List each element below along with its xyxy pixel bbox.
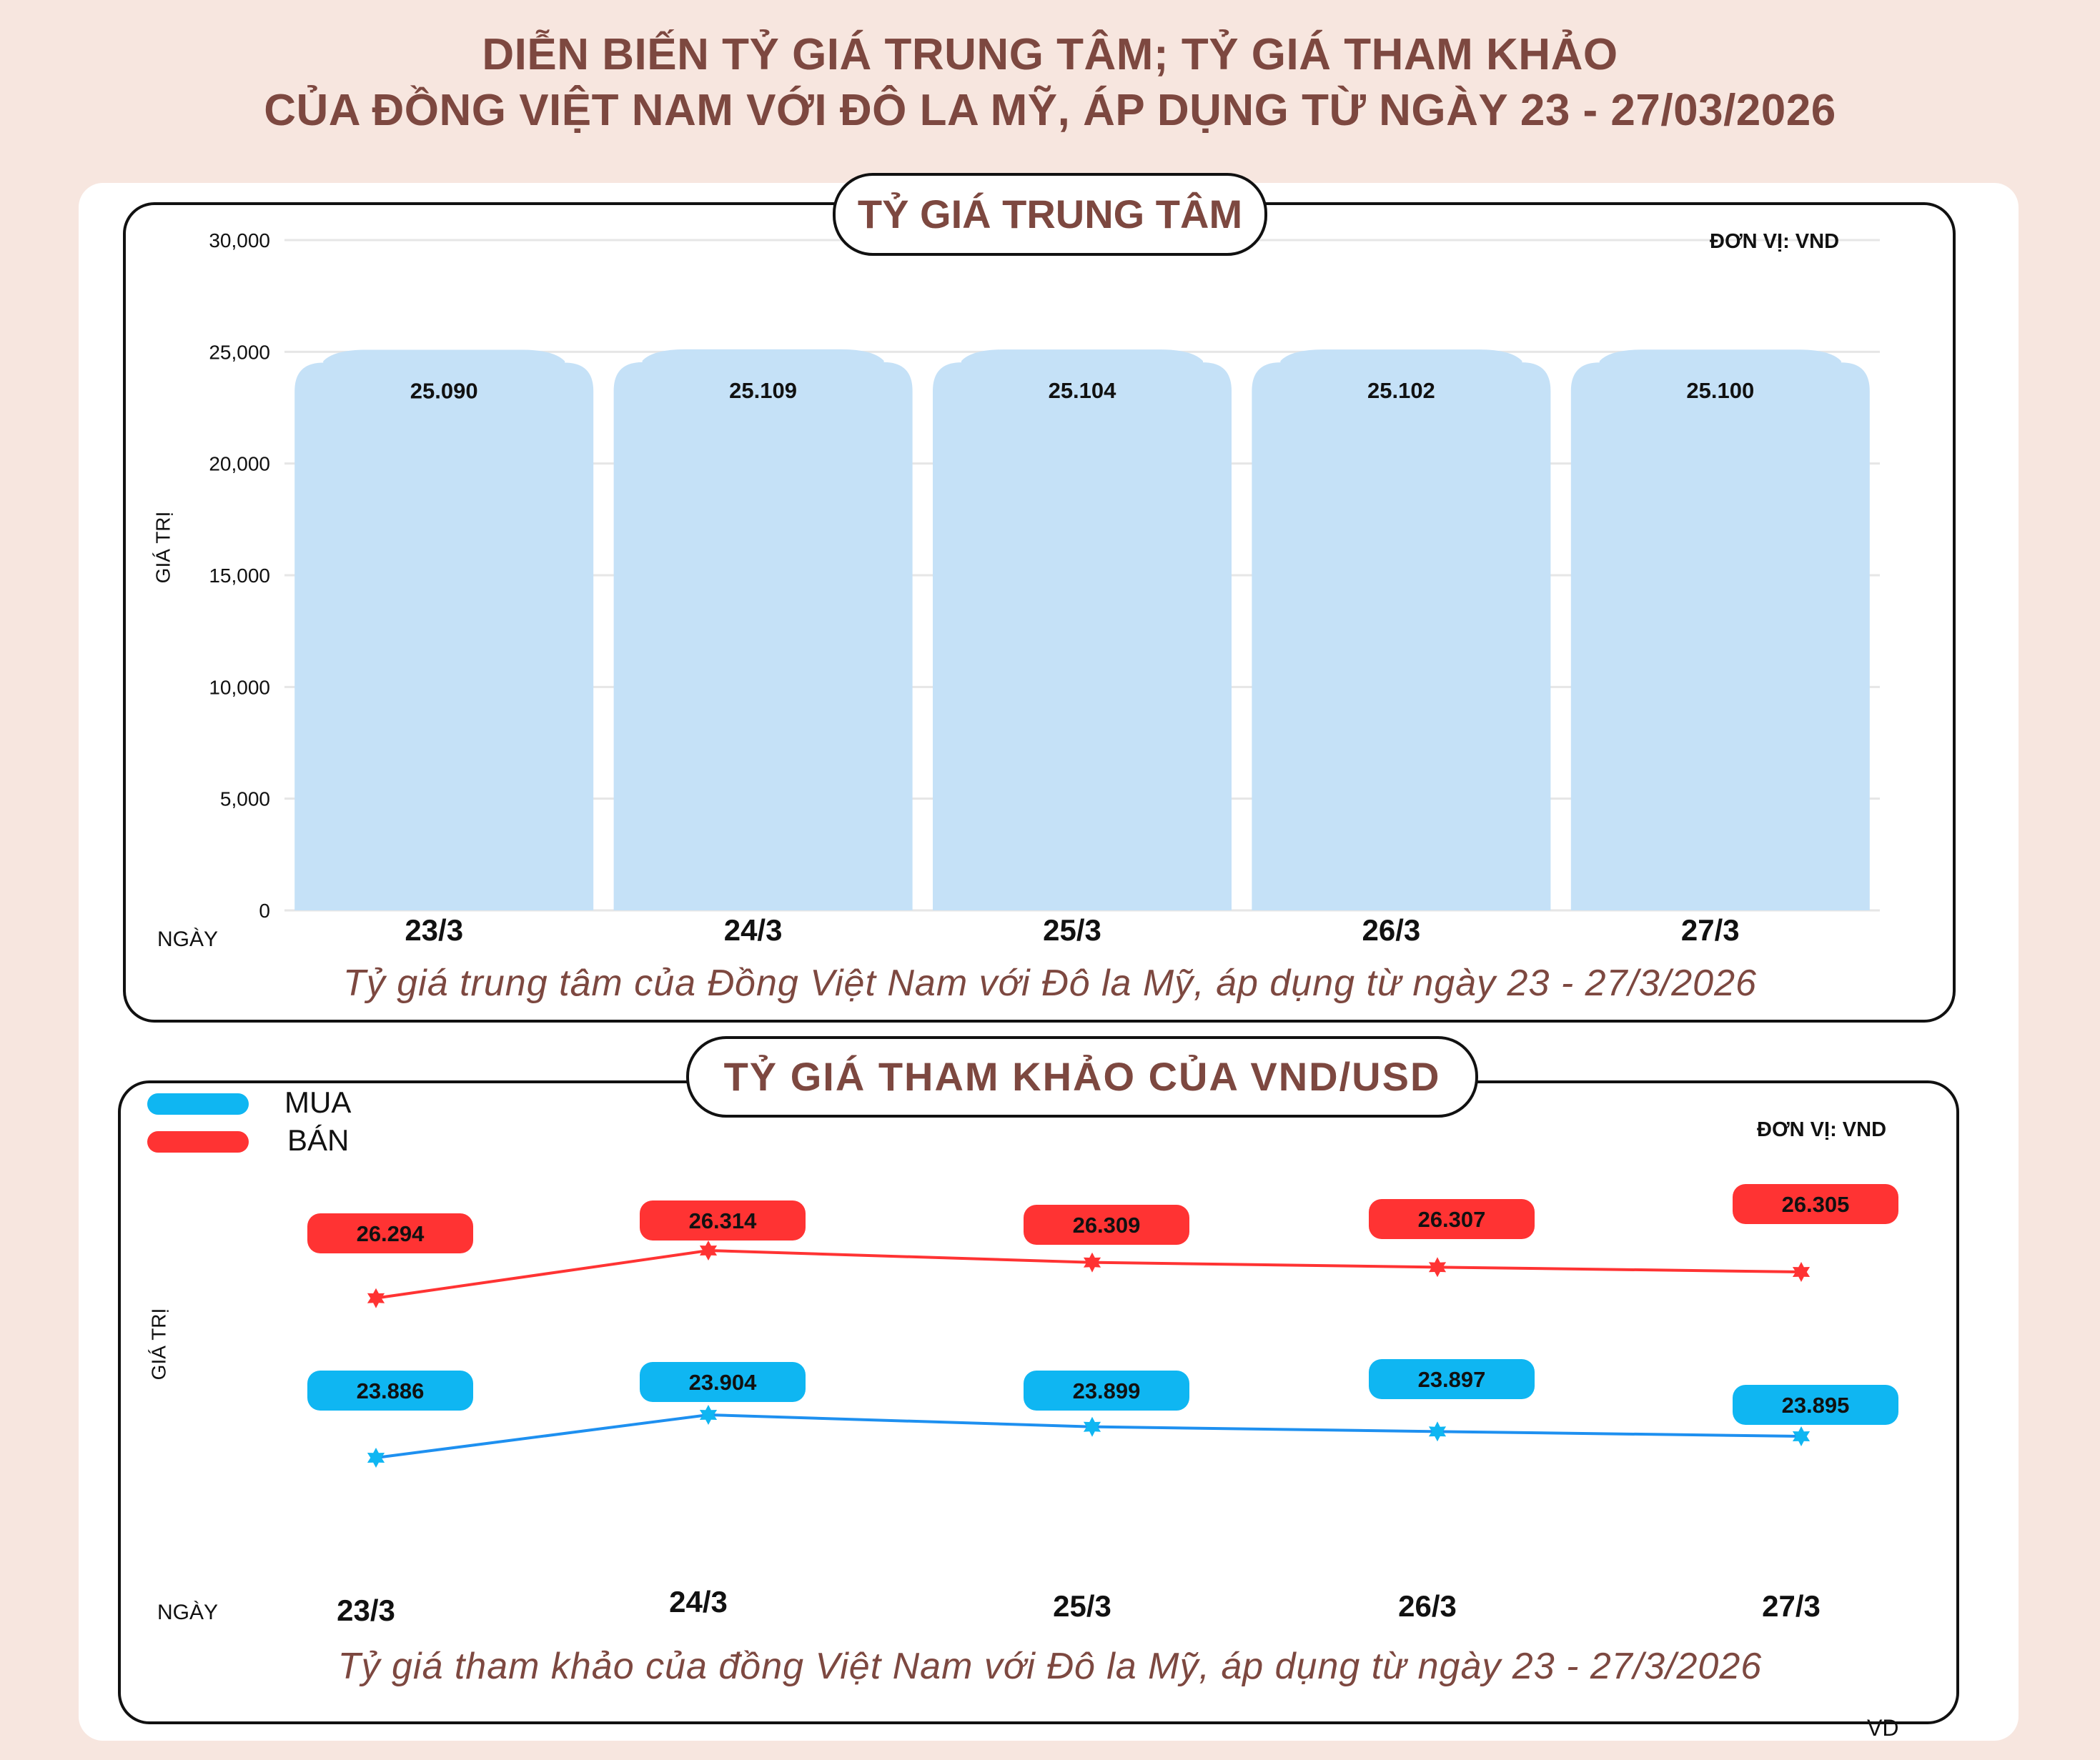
x-tick-label: 23/3 bbox=[337, 1594, 395, 1627]
value-badge-ban bbox=[1733, 1184, 1898, 1224]
reference-rate-title: TỶ GIÁ THAM KHẢO CỦA VND/USD bbox=[686, 1036, 1478, 1118]
y-tick-label: 0 bbox=[259, 900, 270, 922]
bar-value-label: 25.104 bbox=[1049, 378, 1117, 403]
value-badge-mua bbox=[640, 1362, 806, 1402]
data-point-ban bbox=[1428, 1257, 1447, 1278]
value-badge-mua bbox=[1369, 1359, 1535, 1399]
legend-swatch-mua bbox=[147, 1093, 249, 1115]
x-tick-label: 26/3 bbox=[1362, 913, 1421, 947]
main-title-line2: CỦA ĐỒNG VIỆT NAM VỚI ĐÔ LA MỸ, ÁP DỤNG … bbox=[264, 86, 1836, 135]
value-label-mua: 23.886 bbox=[357, 1378, 425, 1403]
bar-value-label: 25.102 bbox=[1367, 378, 1435, 403]
y-tick-label: 25,000 bbox=[209, 341, 270, 363]
reference-rate-x-axis-label: NGÀY bbox=[157, 1601, 219, 1624]
bar bbox=[933, 349, 1232, 910]
value-label-ban: 26.309 bbox=[1073, 1213, 1141, 1238]
value-badge-ban bbox=[1024, 1205, 1189, 1245]
line-series-mua bbox=[375, 1413, 1802, 1459]
value-badge-ban bbox=[1369, 1199, 1535, 1239]
y-tick-label: 20,000 bbox=[209, 453, 270, 475]
data-point-mua bbox=[699, 1405, 718, 1425]
legend-label-mua: MUA bbox=[284, 1085, 352, 1119]
value-label-mua: 23.897 bbox=[1418, 1367, 1486, 1392]
value-label-ban: 26.294 bbox=[357, 1221, 425, 1246]
data-point-ban bbox=[699, 1241, 718, 1261]
bar-value-label: 25.090 bbox=[410, 379, 478, 404]
data-point-ban bbox=[1083, 1252, 1101, 1273]
value-badge-mua bbox=[1733, 1385, 1898, 1425]
main-title-line1: DIỄN BIẾN TỶ GIÁ TRUNG TÂM; TỶ GIÁ THAM … bbox=[482, 30, 1618, 79]
value-label-mua: 23.895 bbox=[1782, 1393, 1850, 1418]
legend-label-ban: BÁN bbox=[287, 1123, 350, 1157]
data-point-mua bbox=[1083, 1416, 1101, 1437]
data-point-mua bbox=[367, 1448, 385, 1468]
value-label-ban: 26.307 bbox=[1418, 1207, 1486, 1232]
bar bbox=[613, 349, 913, 910]
x-tick-label: 26/3 bbox=[1398, 1589, 1457, 1623]
legend-swatch-ban bbox=[147, 1131, 249, 1153]
x-tick-label: 27/3 bbox=[1762, 1589, 1821, 1623]
value-badge-mua bbox=[1024, 1371, 1189, 1411]
value-badge-ban bbox=[640, 1200, 806, 1241]
x-tick-label: 27/3 bbox=[1681, 913, 1740, 947]
x-tick-label: 24/3 bbox=[724, 913, 783, 947]
value-label-ban: 26.305 bbox=[1782, 1192, 1850, 1217]
value-label-mua: 23.899 bbox=[1073, 1378, 1141, 1403]
watermark: VD bbox=[1867, 1715, 1899, 1741]
value-label-mua: 23.904 bbox=[689, 1370, 758, 1395]
data-point-mua bbox=[1792, 1426, 1811, 1446]
y-tick-label: 5,000 bbox=[220, 788, 270, 810]
x-tick-label: 24/3 bbox=[669, 1585, 728, 1619]
y-tick-label: 30,000 bbox=[209, 229, 270, 252]
central-rate-x-axis-label: NGÀY bbox=[157, 928, 219, 951]
y-tick-label: 15,000 bbox=[209, 565, 270, 587]
bar-value-label: 25.100 bbox=[1686, 378, 1754, 403]
value-badge-mua bbox=[307, 1371, 473, 1411]
bar bbox=[1570, 349, 1870, 910]
data-point-mua bbox=[1428, 1421, 1447, 1442]
reference-rate-unit: ĐƠN VỊ: VND bbox=[1757, 1118, 1887, 1141]
central-rate-unit: ĐƠN VỊ: VND bbox=[1710, 230, 1840, 253]
reference-rate-caption: Tỷ giá tham khảo của đồng Việt Nam với Đ… bbox=[337, 1646, 1763, 1687]
central-rate-caption: Tỷ giá trung tâm của Đồng Việt Nam với Đ… bbox=[343, 963, 1757, 1004]
value-badge-ban bbox=[307, 1213, 473, 1253]
main-title: DIỄN BIẾN TỶ GIÁ TRUNG TÂM; TỶ GIÁ THAM … bbox=[0, 27, 2100, 139]
central-rate-bar-chart: 0 5,000 10,000 15,000 20,000 25,000 30,000 25.0… bbox=[209, 229, 1880, 947]
x-tick-label: 23/3 bbox=[405, 913, 463, 947]
data-point-ban bbox=[1792, 1262, 1811, 1282]
x-tick-label: 25/3 bbox=[1043, 913, 1101, 947]
value-label-ban: 26.314 bbox=[689, 1208, 758, 1233]
bar bbox=[1252, 349, 1551, 910]
bar bbox=[294, 349, 594, 910]
central-rate-title: TỶ GIÁ TRUNG TÂM bbox=[833, 173, 1267, 256]
reference-rate-y-axis-label: GIÁ TRỊ bbox=[147, 1308, 170, 1381]
bar-value-label: 25.109 bbox=[729, 378, 797, 403]
x-tick-label: 25/3 bbox=[1053, 1589, 1111, 1623]
data-point-ban bbox=[367, 1288, 385, 1308]
y-tick-label: 10,000 bbox=[209, 676, 270, 698]
